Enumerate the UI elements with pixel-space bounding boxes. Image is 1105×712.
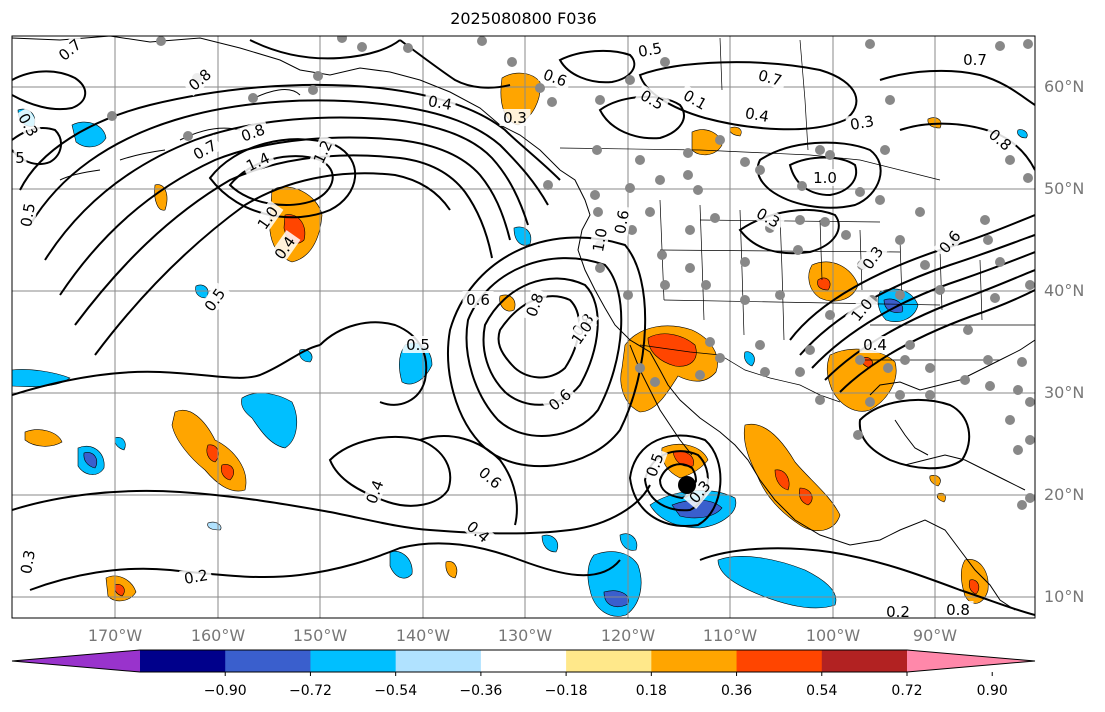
contour-label: 0.4 (859, 336, 891, 354)
colorbar-tick-label: −0.18 (544, 683, 588, 699)
contour-label-text: 0.3 (503, 109, 527, 127)
contour-label-text: 0.3 (17, 549, 39, 576)
contour-label: 0.4 (423, 91, 457, 114)
contour-label-text: 0.6 (466, 291, 490, 309)
contour-label: 0.6 (610, 205, 633, 239)
colorbar-segment (736, 650, 823, 672)
contour-label: 0.3 (499, 109, 531, 127)
colorbar-segment (395, 650, 482, 672)
colorbar-extend-min (12, 650, 140, 672)
colorbar-segment (225, 650, 311, 672)
map-frame (11, 35, 1036, 619)
contour-label: 1.0 (809, 169, 841, 187)
contour-label: 0.3 (16, 545, 39, 579)
contour-label: 0.4 (361, 474, 388, 510)
contour-label: 5 (13, 149, 27, 167)
colorbar-tick-label: 0.72 (891, 683, 923, 699)
contour-label: 0.3 (845, 111, 879, 134)
lat-label-20n: 20°N (1044, 485, 1085, 504)
contour-label-text: 0.5 (406, 336, 430, 354)
contour-label-text: 0.5 (637, 39, 664, 61)
lat-label-40n: 40°N (1044, 281, 1085, 300)
lon-label-120w: 120°W (600, 626, 656, 645)
contour-label-text: 0.7 (963, 51, 987, 69)
colorbar-segment (310, 650, 397, 672)
station-markers (107, 36, 1035, 510)
lon-label-160w: 160°W (190, 626, 246, 645)
colorbar-segment (480, 650, 567, 672)
lon-label-100w: 100°W (805, 626, 861, 645)
lat-label-10n: 10°N (1044, 587, 1085, 606)
map-background (12, 36, 1035, 618)
colorbar-segment (651, 650, 738, 672)
colorbar-segment (140, 650, 226, 672)
contour-label: 0.5 (16, 198, 39, 232)
contour-label: 1.0 (588, 223, 611, 257)
plot-title: 2025080800 F036 (450, 9, 597, 28)
colorbar (11, 649, 1036, 676)
colorbar-segment (566, 650, 652, 672)
colorbar-tick-label: 0.90 (976, 683, 1008, 699)
colorbar-tick-label: −0.36 (459, 683, 503, 699)
lon-label-140w: 140°W (395, 626, 451, 645)
contour-label: 0.5 (402, 336, 434, 354)
colorbar-tick-label: 0.36 (720, 683, 753, 699)
colorbar-tick-label: 0.18 (635, 683, 667, 699)
lon-label-110w: 110°W (702, 626, 758, 645)
contour-label: 0.5 (633, 38, 667, 61)
lat-label-50n: 50°N (1044, 179, 1085, 198)
contour-label-text: 0.6 (611, 209, 633, 236)
colorbar-tick-label: −0.72 (288, 683, 332, 699)
contour-label-text: 1.0 (589, 227, 611, 254)
contour-label: 0.6 (462, 291, 494, 309)
contour-label: 0.8 (942, 601, 974, 619)
colorbar-tick-label: 0.54 (806, 683, 838, 699)
contour-label-text: 0.2 (183, 566, 210, 588)
contour-label: 0.7 (959, 51, 991, 69)
lon-label-130w: 130°W (497, 626, 553, 645)
contour-label: 0.2 (882, 603, 914, 621)
lat-label-60n: 60°N (1044, 77, 1085, 96)
contour-label-text: 0.7 (756, 66, 784, 90)
colorbar-extend-max (907, 650, 1035, 672)
lon-label-90w: 90°W (912, 626, 958, 645)
contour-label-text: 5 (15, 149, 25, 167)
coastlines (12, 36, 1035, 611)
contour-label-text: 0.2 (886, 603, 910, 621)
contour-label-text: 1.0 (813, 169, 837, 187)
contour-label-text: 0.3 (849, 112, 876, 134)
contour-label-text: 0.4 (744, 104, 771, 126)
contour-label-text: 0.8 (946, 601, 970, 619)
contour-label-text: 0.5 (17, 202, 39, 229)
colorbar-segment (821, 650, 908, 672)
contour-label: 0.2 (179, 565, 213, 588)
lon-label-150w: 150°W (292, 626, 348, 645)
colorbar-outline (11, 649, 1036, 673)
lon-label-170w: 170°W (87, 626, 143, 645)
contour-label-text: 0.4 (863, 336, 887, 354)
storm-center-marker (678, 476, 696, 494)
contour-label: 0.4 (740, 103, 774, 126)
colorbar-tick-label: −0.54 (374, 683, 418, 699)
contour-lines (12, 39, 1035, 616)
contour-label: 0.7 (752, 65, 788, 90)
colorbar-tick-label: −0.90 (203, 683, 247, 699)
contour-label-text: 0.4 (427, 92, 454, 114)
lat-label-30n: 30°N (1044, 383, 1085, 402)
